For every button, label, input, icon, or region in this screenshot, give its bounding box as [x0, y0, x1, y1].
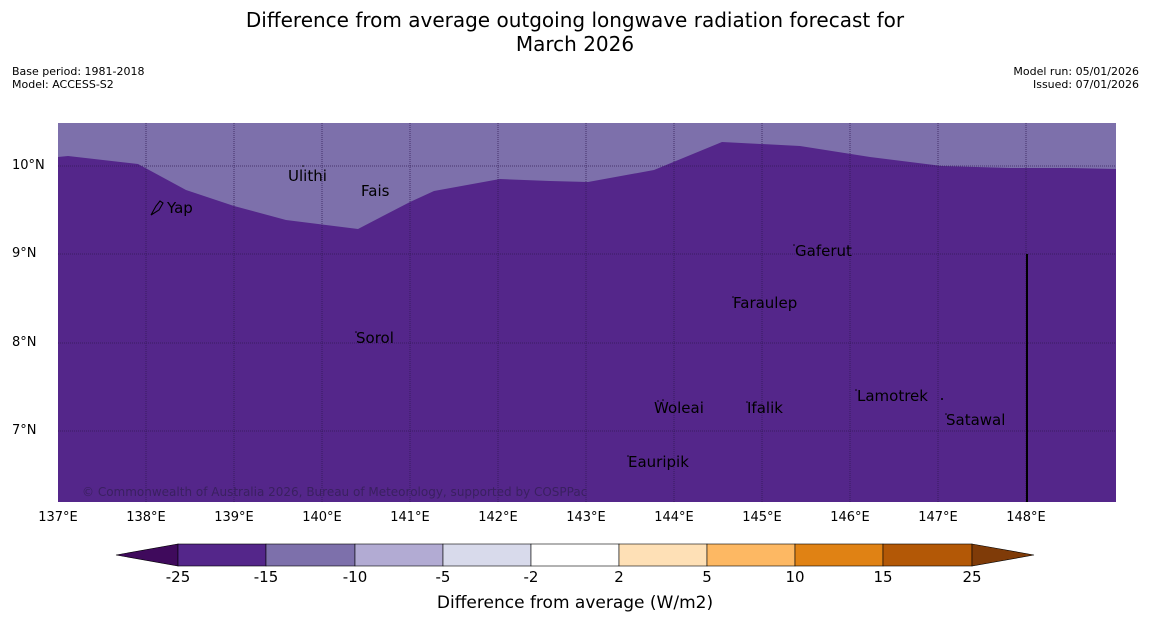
colorbar-segment [354, 543, 444, 567]
colorbar-tick: -15 [253, 568, 279, 586]
place-gaferut: Gaferut [795, 242, 852, 260]
lat-label-8n: 8°N [12, 335, 37, 350]
lat-label-7n: 7°N [12, 423, 37, 438]
map-dark-region [58, 142, 1116, 502]
lon-label: 139°E [214, 510, 254, 525]
title-line-2: March 2026 [515, 32, 635, 56]
colorbar-tick: -2 [523, 568, 539, 586]
lon-label: 142°E [478, 510, 518, 525]
colorbar-extend-high [971, 543, 1035, 567]
lon-label: 145°E [742, 510, 782, 525]
yap-island-shape [150, 200, 164, 216]
lon-label: 140°E [302, 510, 342, 525]
model-run: Model run: 05/01/2026 [1013, 65, 1139, 78]
island-dots [302, 165, 947, 457]
colorbar-tick: 25 [962, 568, 982, 586]
colorbar-segment [706, 543, 796, 567]
lon-label: 137°E [38, 510, 78, 525]
grid-lines [58, 123, 1116, 502]
lon-label: 144°E [654, 510, 694, 525]
lon-label: 143°E [566, 510, 606, 525]
map-title: Difference from average outgoing longwav… [0, 8, 1150, 56]
title-line-1: Difference from average outgoing longwav… [245, 8, 905, 32]
meta-right: Model run: 05/01/2026 Issued: 07/01/2026 [1013, 65, 1139, 91]
copyright-text: © Commonwealth of Australia 2026, Bureau… [82, 485, 587, 499]
colorbar-tick: 2 [614, 568, 624, 586]
colorbar-tick: -25 [165, 568, 191, 586]
colorbar-segment [618, 543, 708, 567]
colorbar-tick: 10 [785, 568, 805, 586]
place-faraulep: Faraulep [733, 294, 797, 312]
place-sorol: Sorol [356, 329, 394, 347]
place-satawal: Satawal [946, 411, 1005, 429]
place-fais: Fais [361, 182, 390, 200]
lon-label: 148°E [1006, 510, 1046, 525]
place-woleai: Woleai [654, 399, 704, 417]
lon-label: 147°E [918, 510, 958, 525]
colorbar-segment [265, 543, 356, 567]
meta-left: Base period: 1981-2018 Model: ACCESS-S2 [12, 65, 144, 91]
colorbar [115, 543, 1035, 567]
issued-date: Issued: 07/01/2026 [1032, 78, 1139, 91]
lat-label-9n: 9°N [12, 246, 37, 261]
colorbar-segment [794, 543, 884, 567]
colorbar-tick: -10 [342, 568, 368, 586]
colorbar-segment [442, 543, 532, 567]
colorbar-tick: -5 [435, 568, 451, 586]
colorbar-extend-low [115, 543, 179, 567]
place-lamotrek: Lamotrek [857, 387, 928, 405]
model-name: Model: ACCESS-S2 [12, 78, 114, 91]
lon-label: 138°E [126, 510, 166, 525]
place-eauripik: Eauripik [628, 453, 689, 471]
place-ifalik: Ifalik [747, 399, 783, 417]
colorbar-segment [177, 543, 267, 567]
lat-label-10n: 10°N [12, 158, 45, 173]
colorbar-tick: 15 [873, 568, 893, 586]
lon-label: 141°E [390, 510, 430, 525]
place-ulithi: Ulithi [288, 167, 327, 185]
colorbar-title: Difference from average (W/m2) [436, 593, 714, 613]
colorbar-segment [882, 543, 973, 567]
base-period: Base period: 1981-2018 [12, 65, 145, 78]
colorbar-tick: 5 [702, 568, 712, 586]
place-yap: Yap [166, 199, 193, 217]
colorbar-segment [530, 543, 620, 567]
lon-label: 146°E [830, 510, 870, 525]
